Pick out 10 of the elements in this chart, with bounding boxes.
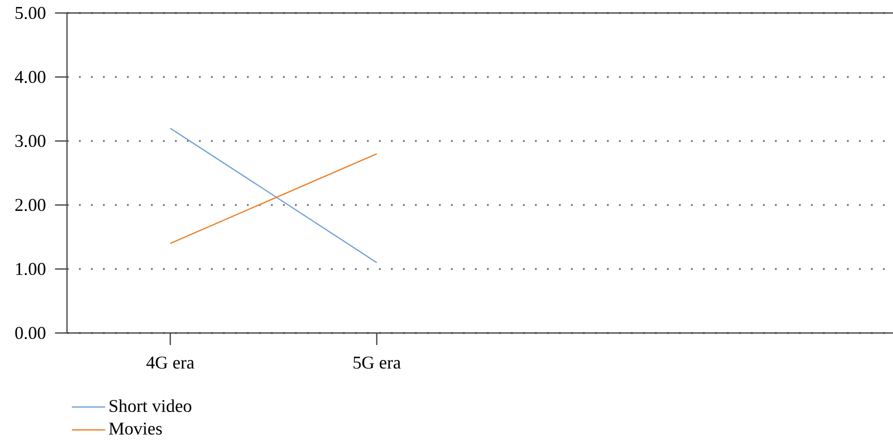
x-tick-label: 5G era xyxy=(354,356,401,369)
y-tick-label: 1.00 xyxy=(16,262,46,276)
y-tick-label: 5.00 xyxy=(16,6,46,20)
legend-label: Short video xyxy=(110,399,192,412)
x-tick-label: 4G era xyxy=(146,356,194,369)
y-tick-label: 2.00 xyxy=(15,198,46,212)
y-tick-label: 4.00 xyxy=(14,70,46,84)
y-tick-label: 3.00 xyxy=(15,134,46,148)
legend-label: Movies xyxy=(108,422,162,435)
y-tick-label: 0.00 xyxy=(15,326,46,340)
